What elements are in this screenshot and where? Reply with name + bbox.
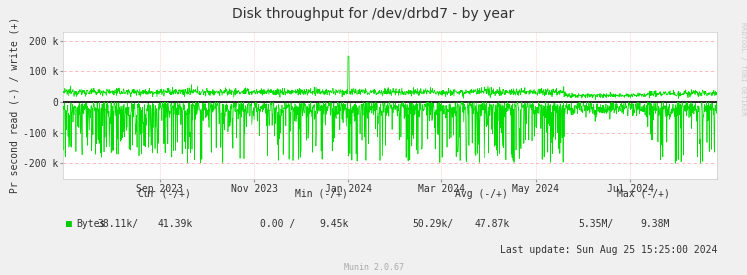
Text: 41.39k: 41.39k [158, 219, 193, 229]
Text: Min (-/+): Min (-/+) [295, 189, 347, 199]
Text: Disk throughput for /dev/drbd7 - by year: Disk throughput for /dev/drbd7 - by year [232, 7, 515, 21]
Text: 47.87k: 47.87k [474, 219, 509, 229]
Text: RRDTOOL / TOBI OETIKER: RRDTOOL / TOBI OETIKER [740, 22, 746, 115]
Text: ■: ■ [66, 219, 72, 229]
Text: 5.35M/: 5.35M/ [579, 219, 614, 229]
Text: Last update: Sun Aug 25 15:25:00 2024: Last update: Sun Aug 25 15:25:00 2024 [500, 245, 717, 255]
Text: 0.00 /: 0.00 / [260, 219, 295, 229]
Text: 9.45k: 9.45k [320, 219, 349, 229]
Text: Bytes: Bytes [76, 219, 105, 229]
Text: 50.29k/: 50.29k/ [412, 219, 453, 229]
Text: 9.38M: 9.38M [640, 219, 669, 229]
Text: Avg (-/+): Avg (-/+) [456, 189, 508, 199]
Text: 38.11k/: 38.11k/ [97, 219, 138, 229]
Text: Munin 2.0.67: Munin 2.0.67 [344, 263, 403, 272]
Text: Cur (-/+): Cur (-/+) [138, 189, 190, 199]
Text: Max (-/+): Max (-/+) [618, 189, 670, 199]
Y-axis label: Pr second read (-) / write (+): Pr second read (-) / write (+) [10, 17, 20, 193]
